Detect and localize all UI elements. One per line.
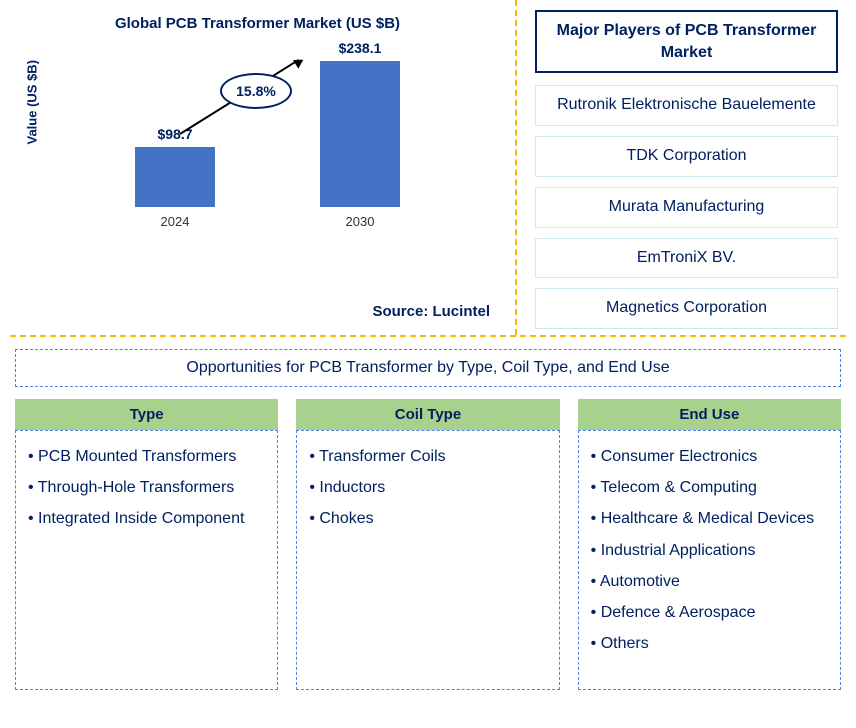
column-body: Consumer ElectronicsTelecom & ComputingH… [578, 430, 841, 690]
list-item: Healthcare & Medical Devices [591, 503, 828, 534]
opportunity-column: Coil TypeTransformer CoilsInductorsChoke… [296, 399, 559, 690]
xlabel-2024: 2024 [135, 214, 215, 229]
column-header: Type [15, 399, 278, 430]
player-item: Rutronik Elektronische Bauelemente [535, 85, 838, 126]
top-section: Global PCB Transformer Market (US $B) Va… [0, 0, 856, 335]
list-item: PCB Mounted Transformers [28, 441, 265, 472]
list-item: Telecom & Computing [591, 472, 828, 503]
player-item: EmTroniX BV. [535, 238, 838, 279]
chart-title: Global PCB Transformer Market (US $B) [15, 15, 500, 32]
opportunity-column: TypePCB Mounted TransformersThrough-Hole… [15, 399, 278, 690]
bar-2024 [135, 147, 215, 207]
bars-container: $98.7 2024 $238.1 2030 15.8% [80, 47, 430, 207]
y-axis-label: Value (US $B) [25, 60, 40, 145]
column-header: Coil Type [296, 399, 559, 430]
column-body: Transformer CoilsInductorsChokes [296, 430, 559, 690]
list-item: Chokes [309, 503, 546, 534]
players-title: Major Players of PCB Transformer Market [535, 10, 838, 73]
list-item: Consumer Electronics [591, 441, 828, 472]
cagr-badge: 15.8% [220, 73, 292, 109]
player-item: TDK Corporation [535, 136, 838, 177]
bar-label-2030: $238.1 [320, 40, 400, 56]
xlabel-2030: 2030 [320, 214, 400, 229]
players-list: Rutronik Elektronische Bauelemente TDK Co… [535, 85, 838, 329]
source-text: Source: Lucintel [372, 303, 490, 320]
bar-label-2024: $98.7 [135, 126, 215, 142]
list-item: Industrial Applications [591, 535, 828, 566]
chart-panel: Global PCB Transformer Market (US $B) Va… [0, 0, 515, 335]
chart-area: Value (US $B) $98.7 2024 $238.1 2030 15.… [50, 47, 500, 247]
column-header: End Use [578, 399, 841, 430]
player-item: Magnetics Corporation [535, 288, 838, 329]
list-item: Defence & Aerospace [591, 597, 828, 628]
player-item: Murata Manufacturing [535, 187, 838, 228]
cagr-value: 15.8% [236, 83, 276, 99]
list-item: Automotive [591, 566, 828, 597]
list-item: Through-Hole Transformers [28, 472, 265, 503]
players-panel: Major Players of PCB Transformer Market … [517, 0, 856, 335]
opportunities-title: Opportunities for PCB Transformer by Typ… [15, 349, 841, 387]
horizontal-divider [10, 335, 846, 337]
list-item: Inductors [309, 472, 546, 503]
opportunity-column: End UseConsumer ElectronicsTelecom & Com… [578, 399, 841, 690]
column-body: PCB Mounted TransformersThrough-Hole Tra… [15, 430, 278, 690]
list-item: Others [591, 628, 828, 659]
list-item: Transformer Coils [309, 441, 546, 472]
list-item: Integrated Inside Component [28, 503, 265, 534]
arrow-head-icon [293, 55, 306, 68]
opportunities-columns: TypePCB Mounted TransformersThrough-Hole… [0, 399, 856, 690]
bar-2030 [320, 61, 400, 207]
